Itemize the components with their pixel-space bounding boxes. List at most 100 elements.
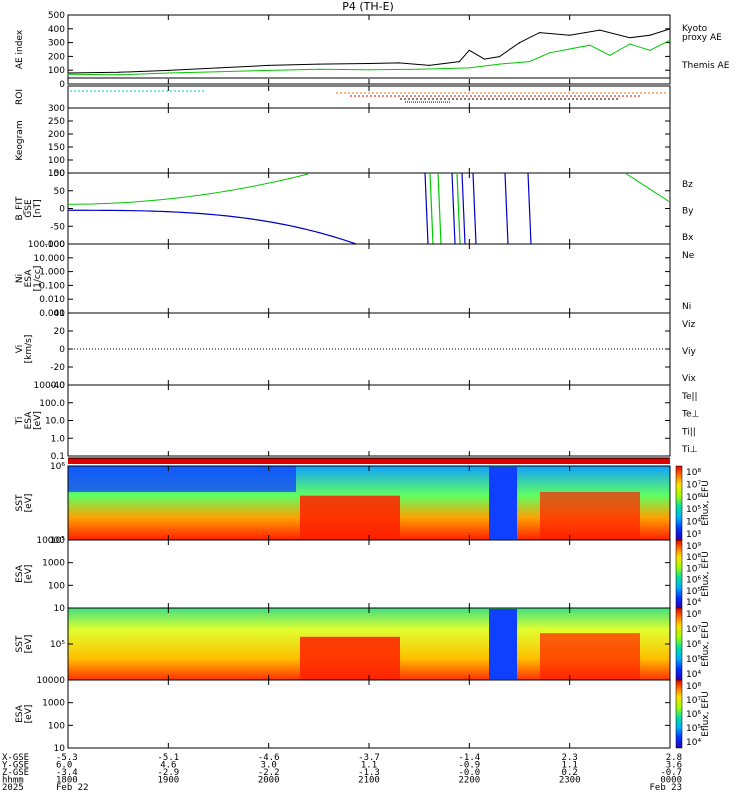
spacecraft-status-bar: [68, 458, 670, 464]
ae-data-point: [599, 29, 601, 31]
ephemeris-value: 2.3: [562, 753, 578, 763]
sst-electron-spectrogram-gap: [489, 467, 517, 539]
ephemeris-value: -5.3: [56, 753, 78, 763]
ae-data-point: [569, 48, 571, 50]
ephemeris-value: 4.6: [160, 761, 176, 771]
sst-electron-colorbar: [675, 465, 683, 541]
ae-ytick-label: 400: [48, 25, 65, 35]
roi-ylabel: ROI: [15, 89, 25, 105]
ae-data-point: [569, 34, 571, 36]
ae-data-point: [268, 64, 270, 66]
ephemeris-value: 1900: [157, 776, 179, 786]
esa-ion-ylabel: [eV]: [24, 705, 34, 724]
esa-ion-ytick-label: 10000: [36, 676, 65, 686]
ae-data-point: [368, 69, 370, 71]
sst-electron-colorbar-tick: 10⁶: [686, 493, 701, 503]
bfield-ytick-label: -50: [50, 222, 65, 232]
esa-electron-colorbar-tick: 10⁵: [686, 587, 701, 597]
ephemeris-value: 2300: [559, 776, 581, 786]
density-ytick-label: 100.000: [28, 240, 65, 250]
ephemeris-row-label: Y-GSE: [2, 761, 29, 771]
bfield-legend-item: By: [682, 207, 694, 217]
ae-data-point: [67, 73, 69, 75]
sst-ion-ytick-label: 10⁵: [50, 640, 65, 650]
ephemeris-value: -4.6: [258, 753, 280, 763]
density-ytick-label: 0.010: [39, 295, 65, 305]
esa-ion-colorbar-tick: 10⁸: [686, 682, 701, 692]
ephemeris-row-label: Z-GSE: [2, 768, 29, 778]
bfield-spike: [429, 172, 434, 245]
ephemeris-value: -1.3: [358, 768, 380, 778]
ephemeris-value: 2100: [358, 776, 380, 786]
ephemeris-value: 3.6: [666, 761, 682, 771]
esa-ion-colorbar-label: Eflux, EFU: [701, 691, 711, 737]
bfield-legend-item: Bx: [682, 233, 694, 243]
ae-data-point: [649, 34, 651, 36]
sst-ion-spectrogram-gap: [489, 609, 517, 679]
bfield-panel-frame: [67, 172, 671, 245]
bfield-spike: [504, 172, 509, 245]
density-panel-frame: [67, 243, 671, 314]
esa-ion-colorbar-tick: 10⁴: [686, 738, 701, 748]
esa-ion-colorbar-tick: 10⁷: [686, 696, 701, 706]
bfield-spike: [461, 172, 466, 245]
temperature-ylabel: Ti: [15, 417, 25, 426]
esa-electron-ytick-label: 10000: [36, 536, 65, 546]
keogram-ytick-label: 50: [54, 169, 66, 179]
ae-data-point: [538, 32, 541, 34]
bfield-by-line: [67, 173, 309, 205]
ephemeris-value: 1.1: [361, 761, 377, 771]
ae-ytick-label: 0: [59, 80, 65, 90]
ephemeris-value: -2.9: [157, 768, 179, 778]
velocity-ytick-label: 40: [54, 309, 66, 319]
ae-data-point: [518, 42, 521, 44]
sst-ion-spectrogram-block: [540, 633, 640, 680]
esa-electron-ytick-label: 10: [54, 604, 66, 614]
temperature-ytick-label: 10.0: [45, 417, 65, 427]
bfield-spike: [472, 172, 477, 245]
esa-ion-colorbar-tick: 10⁶: [686, 710, 701, 720]
ephemeris-value: 2.8: [666, 753, 682, 763]
density-legend-item: Ne: [682, 251, 695, 261]
temperature-legend-item: Ti||: [681, 427, 696, 437]
ae-data-point: [318, 63, 320, 65]
ephemeris-value: -5.1: [157, 753, 179, 763]
ae-data-point: [217, 71, 220, 73]
sst-ion-colorbar: [675, 607, 683, 681]
ae-data-point: [468, 49, 470, 51]
sst-ion-ylabel: SST: [15, 635, 25, 652]
velocity-ytick-label: 0: [59, 345, 65, 355]
sst-ion-colorbar-tick: 10⁵: [686, 655, 701, 665]
ae-data-point: [498, 55, 501, 58]
sst-electron-colorbar-tick: 10⁵: [686, 505, 701, 515]
ae-data-point: [117, 74, 119, 76]
ae-data-point: [398, 62, 400, 64]
ae-data-point: [458, 61, 460, 63]
ephemeris-value: -1.4: [458, 753, 480, 763]
esa-ion-colorbar: [675, 679, 683, 749]
ephemeris-value: -0.0: [458, 768, 480, 778]
sst-ion-colorbar-label: Eflux, EFU: [701, 621, 711, 667]
bfield-ytick-label: 0: [59, 205, 65, 215]
density-ylabel: [1/cc]: [33, 266, 43, 292]
plot-title: P4 (TH-E): [342, 0, 394, 13]
bfield-ylabel: B_FIT: [15, 196, 25, 221]
sst-ion-colorbar-tick: 10⁴: [686, 670, 701, 680]
esa-electron-ytick-label: 100: [48, 581, 65, 591]
ephemeris-value: 1.1: [562, 761, 578, 771]
ephemeris-value: -3.7: [358, 753, 380, 763]
ephemeris-value: 2200: [458, 776, 480, 786]
sst-ion-ylabel: [eV]: [24, 635, 34, 654]
ae-legend-proxy: proxy AE: [682, 33, 722, 43]
ae-data-point: [498, 63, 501, 65]
temperature-panel-frame: [67, 384, 671, 457]
esa-electron-ytick-label: 1000: [42, 559, 65, 569]
ae-ytick-label: 200: [48, 52, 65, 62]
ae-data-point: [669, 28, 671, 30]
sst-electron-colorbar-label: Eflux, EFU: [701, 480, 711, 526]
bfield-spike: [456, 172, 461, 245]
temperature-legend-item: Te⊥: [681, 410, 700, 420]
keogram-ytick-label: 200: [48, 130, 65, 140]
